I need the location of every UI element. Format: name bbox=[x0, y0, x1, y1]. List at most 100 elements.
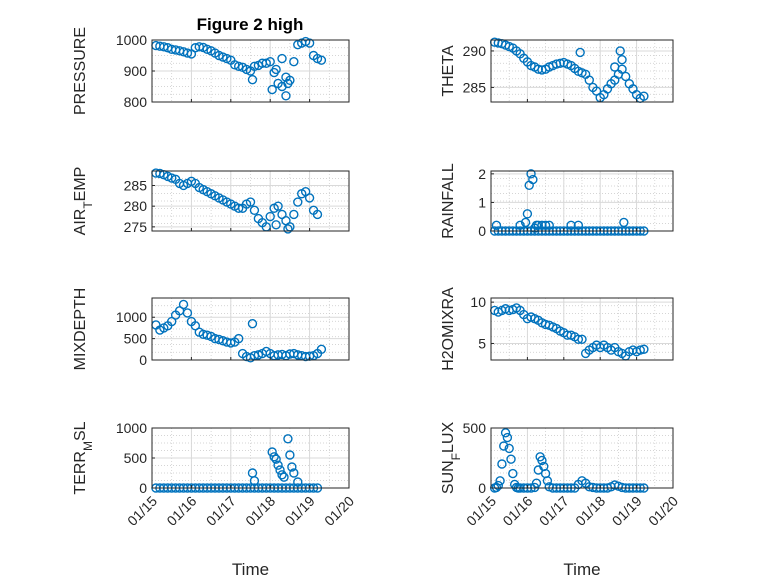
data-point bbox=[293, 477, 303, 487]
axes-box bbox=[490, 297, 674, 361]
data-point bbox=[537, 220, 547, 230]
data-point bbox=[499, 441, 509, 451]
data-point bbox=[304, 193, 315, 203]
x-tick-label: 01/15 bbox=[124, 493, 160, 529]
figure-title: Figure 2 high bbox=[197, 15, 304, 34]
y-tick-label: 0 bbox=[478, 480, 486, 496]
data-point bbox=[529, 482, 540, 493]
data-point bbox=[615, 46, 625, 56]
y-tick-label: 285 bbox=[463, 79, 487, 95]
y-tick-label: 1000 bbox=[116, 309, 147, 325]
subplot-1: 800 900 1000 PRESSURE bbox=[72, 27, 350, 115]
y-tick-label: 290 bbox=[463, 43, 487, 59]
data-point bbox=[531, 478, 542, 488]
data-point bbox=[316, 55, 327, 65]
y-tick-label: 0 bbox=[139, 480, 147, 496]
data-point bbox=[635, 345, 645, 355]
subplot-3: 275 280 285 AIRTEMP bbox=[72, 167, 350, 236]
y-tick-label: 1000 bbox=[116, 32, 147, 48]
data-point bbox=[584, 75, 594, 85]
data-point bbox=[542, 476, 553, 486]
axes-box bbox=[151, 297, 350, 361]
data-point bbox=[285, 450, 295, 460]
y-tick-label: 500 bbox=[124, 450, 148, 466]
x-tick-label: 01/20 bbox=[645, 493, 681, 529]
x-tick-label: 01/18 bbox=[242, 493, 278, 529]
x-axis-label: Time bbox=[563, 560, 600, 579]
data-point bbox=[283, 434, 293, 444]
y-tick-label: 900 bbox=[124, 63, 148, 79]
y-tick-label: 10 bbox=[470, 294, 486, 310]
x-tick-label: 01/18 bbox=[572, 493, 608, 529]
data-point bbox=[289, 209, 299, 220]
data-point bbox=[271, 454, 281, 464]
data-point bbox=[271, 220, 281, 230]
data-point bbox=[639, 91, 649, 101]
y-tick-label: 1000 bbox=[116, 420, 147, 436]
data-point bbox=[495, 476, 505, 486]
data-point bbox=[178, 299, 189, 310]
y-tick-label: 285 bbox=[124, 177, 148, 193]
y-tick-label: 0 bbox=[478, 223, 486, 239]
data-point bbox=[247, 318, 258, 329]
y-tick-label: 500 bbox=[463, 420, 487, 436]
data-point bbox=[265, 211, 275, 222]
y-axis-label: PRESSURE bbox=[72, 27, 89, 115]
data-point bbox=[287, 462, 297, 472]
data-point bbox=[273, 201, 283, 211]
data-point bbox=[544, 220, 554, 230]
data-point bbox=[277, 53, 287, 64]
data-point bbox=[273, 460, 283, 470]
data-point bbox=[500, 428, 511, 438]
data-point bbox=[304, 38, 315, 48]
data-point bbox=[283, 78, 293, 89]
x-axis-label: Time bbox=[232, 560, 269, 579]
y-axis-label: H2OMIXRA bbox=[440, 287, 457, 371]
data-point bbox=[267, 84, 277, 95]
data-point bbox=[506, 454, 516, 464]
data-point bbox=[617, 54, 627, 65]
data-point bbox=[533, 220, 544, 230]
data-point bbox=[267, 447, 277, 457]
axes-box bbox=[490, 170, 674, 232]
data-point bbox=[182, 308, 193, 318]
subplot-5: 0 500 1000 MIXDEPTH bbox=[72, 288, 350, 370]
data-point bbox=[269, 452, 279, 462]
data-point bbox=[182, 48, 193, 58]
data-point bbox=[610, 62, 620, 72]
y-tick-label: 800 bbox=[124, 94, 148, 110]
y-tick-label: 5 bbox=[478, 335, 486, 351]
data-point bbox=[233, 61, 244, 72]
data-point bbox=[533, 64, 544, 74]
data-point bbox=[245, 197, 256, 207]
subplot-2: 285 290 THETA bbox=[440, 37, 674, 104]
subplot-4: 0 1 2 RAINFALL bbox=[440, 163, 674, 239]
data-point bbox=[275, 465, 285, 475]
data-point bbox=[639, 344, 649, 354]
data-point bbox=[281, 91, 291, 101]
data-point bbox=[289, 468, 299, 478]
data-point bbox=[577, 334, 587, 345]
data-point bbox=[575, 47, 585, 58]
y-tick-label: 0 bbox=[139, 352, 147, 368]
data-point bbox=[491, 220, 502, 230]
x-tick-label: 01/17 bbox=[536, 493, 572, 529]
x-tick-label: 01/16 bbox=[163, 493, 199, 529]
data-point bbox=[249, 205, 260, 216]
x-tick-label: 01/17 bbox=[203, 493, 239, 529]
data-point bbox=[233, 333, 244, 344]
data-point bbox=[566, 220, 576, 230]
data-point bbox=[271, 64, 281, 75]
data-point bbox=[249, 476, 260, 486]
data-point bbox=[265, 57, 275, 67]
y-axis-label: AIRTEMP bbox=[72, 167, 95, 236]
data-point bbox=[520, 217, 531, 228]
data-point bbox=[504, 443, 514, 454]
data-point bbox=[540, 220, 551, 230]
data-point bbox=[293, 197, 303, 207]
data-point bbox=[573, 334, 584, 345]
data-point bbox=[620, 71, 631, 82]
data-point bbox=[249, 61, 260, 72]
